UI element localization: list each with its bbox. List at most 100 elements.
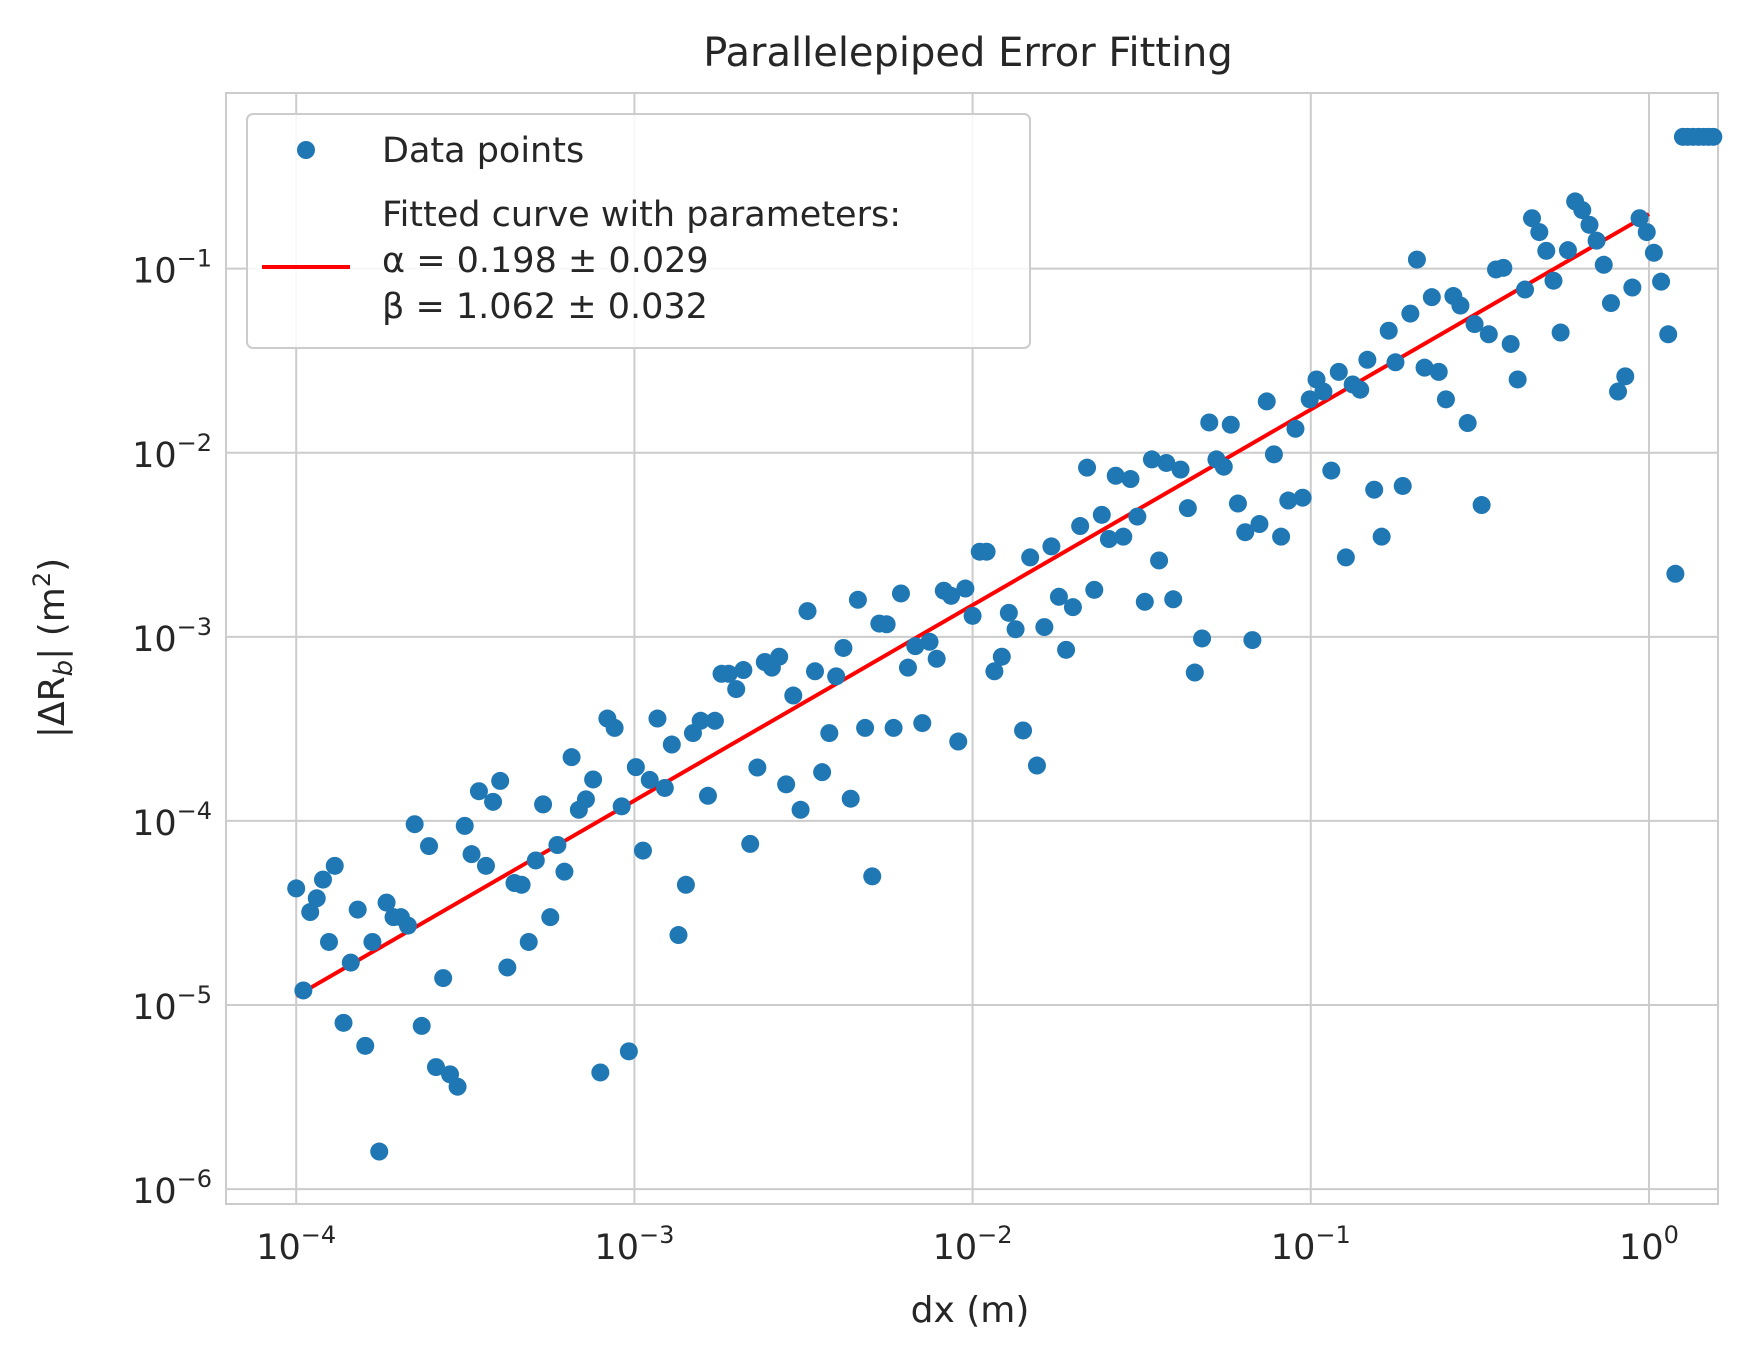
data-point	[612, 797, 631, 816]
data-point	[1537, 241, 1556, 260]
data-point	[898, 658, 917, 677]
data-point	[884, 718, 903, 737]
data-point	[1279, 491, 1298, 510]
data-point	[1494, 258, 1513, 277]
y-tick-label: 10−5	[132, 981, 212, 1028]
data-points	[287, 127, 1723, 1161]
data-point	[1336, 548, 1355, 567]
data-point	[1128, 507, 1147, 526]
data-point	[455, 816, 474, 835]
x-tick-label: 10−2	[933, 1221, 1013, 1268]
data-point	[1099, 530, 1118, 549]
data-point	[491, 771, 510, 790]
data-point	[985, 662, 1004, 681]
fitted-curve	[295, 212, 1650, 998]
data-point	[370, 1142, 389, 1161]
data-point	[325, 856, 344, 875]
data-point	[1228, 494, 1247, 513]
data-point	[541, 908, 560, 927]
data-point	[534, 795, 553, 814]
data-point	[584, 770, 603, 789]
data-point	[1057, 640, 1076, 659]
data-point	[448, 1077, 467, 1096]
data-point	[313, 870, 332, 889]
data-point	[1106, 466, 1125, 485]
data-point	[555, 862, 574, 881]
data-point	[1014, 721, 1033, 740]
data-point	[1704, 127, 1723, 146]
data-point	[848, 590, 867, 609]
data-point	[1587, 231, 1606, 250]
data-point	[1243, 631, 1262, 650]
data-point	[913, 714, 932, 733]
data-point	[1322, 461, 1341, 480]
data-point	[434, 969, 453, 988]
data-point	[605, 718, 624, 737]
legend-scatter-label: Data points	[382, 131, 584, 171]
data-point	[319, 932, 338, 951]
data-point	[906, 637, 925, 656]
data-point	[341, 953, 360, 972]
y-axis-label-main: |ΔR	[32, 676, 73, 738]
fitted-curve-line	[295, 212, 1650, 998]
data-point	[734, 661, 753, 680]
data-point	[1393, 476, 1412, 495]
data-point	[1465, 315, 1484, 334]
data-point	[1042, 537, 1061, 556]
data-point	[992, 647, 1011, 666]
data-point	[334, 1013, 353, 1032]
data-point	[1135, 592, 1154, 611]
data-point	[301, 903, 320, 922]
data-point	[791, 800, 810, 819]
data-point	[307, 889, 326, 908]
data-point	[1594, 255, 1613, 274]
data-point	[1293, 488, 1312, 507]
data-point	[420, 837, 439, 856]
data-point	[363, 932, 382, 951]
data-point	[977, 542, 996, 561]
legend-line-label-2: α = 0.198 ± 0.029	[382, 241, 709, 281]
data-point	[1551, 323, 1570, 342]
data-point	[1407, 250, 1426, 269]
data-point	[1616, 367, 1635, 386]
data-point	[1221, 415, 1240, 434]
data-point	[1523, 209, 1542, 228]
data-point	[956, 579, 975, 598]
data-point	[619, 1042, 638, 1061]
data-point	[1035, 618, 1054, 637]
data-point	[1114, 527, 1133, 546]
data-point	[548, 836, 567, 855]
data-point	[1666, 564, 1685, 583]
data-point	[1422, 288, 1441, 307]
data-point	[1601, 294, 1620, 313]
data-point	[748, 758, 767, 777]
data-point	[1085, 580, 1104, 599]
data-point	[562, 748, 581, 767]
data-point	[655, 778, 674, 797]
data-point	[1078, 458, 1097, 477]
y-axis-label-subscript: b	[49, 660, 79, 677]
legend-scatter-marker	[297, 141, 315, 159]
data-point	[398, 916, 417, 935]
data-point	[1508, 370, 1527, 389]
data-point	[640, 770, 659, 789]
data-point	[1272, 527, 1291, 546]
data-point	[1185, 663, 1204, 682]
data-point	[827, 667, 846, 686]
data-point	[927, 649, 946, 668]
data-point	[856, 718, 875, 737]
data-point	[626, 758, 645, 777]
data-point	[1429, 362, 1448, 381]
data-point	[1436, 390, 1455, 409]
data-point	[1516, 280, 1535, 299]
data-point	[798, 602, 817, 621]
data-point	[1372, 527, 1391, 546]
data-point	[698, 786, 717, 805]
data-point	[1214, 457, 1233, 476]
data-point	[1479, 325, 1498, 344]
y-tick-label: 10−4	[132, 797, 212, 844]
data-point	[1157, 453, 1176, 472]
data-point	[519, 932, 538, 951]
data-point	[1200, 413, 1219, 432]
data-point	[526, 851, 545, 870]
